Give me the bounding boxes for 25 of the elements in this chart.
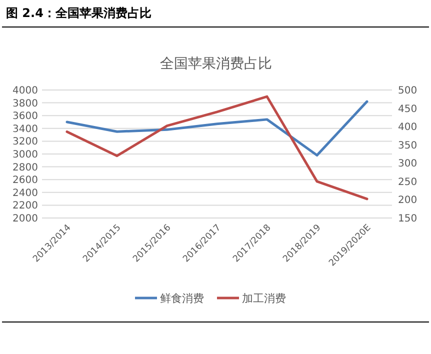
y-tick-label: 3400 — [12, 124, 38, 135]
y2-tick-label: 150 — [398, 214, 418, 224]
chart-title: 图 2.4：全国苹果消费占比 — [6, 6, 152, 20]
line-series — [66, 100, 368, 157]
chart-subtitle: 全国苹果消费占比 — [160, 56, 272, 72]
y-tick-label: 2000 — [12, 214, 38, 224]
y2-tick-label: 500 — [398, 86, 418, 96]
y2-tick-label: 250 — [398, 176, 418, 188]
y-tick-label: 3600 — [12, 111, 38, 122]
y2-tick-label: 200 — [398, 195, 418, 206]
line-series — [66, 95, 368, 200]
y-tick-label: 3000 — [12, 150, 38, 160]
legend-label: 鲜食消费 — [160, 292, 204, 305]
y2-tick-label: 300 — [398, 158, 418, 170]
y2-tick-label: 450 — [398, 104, 418, 115]
y-tick-label: 4000 — [12, 86, 38, 96]
y2-tick-label: 350 — [398, 140, 418, 152]
y-tick-label: 2800 — [12, 162, 38, 174]
y-tick-label: 2200 — [12, 200, 38, 212]
y-tick-label: 3200 — [12, 136, 38, 148]
legend-label: 加工消费 — [242, 292, 286, 305]
y-tick-label: 3800 — [12, 98, 38, 110]
y-tick-label: 2600 — [12, 175, 38, 186]
y2-tick-label: 400 — [398, 122, 418, 134]
y-tick-label: 2400 — [12, 188, 38, 199]
